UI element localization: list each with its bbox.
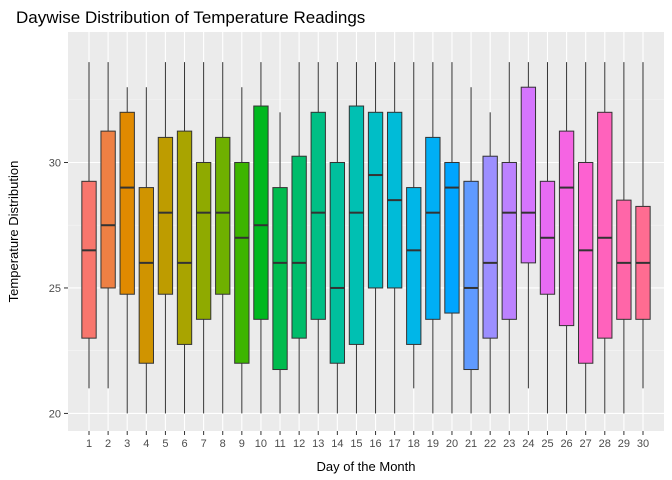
x-tick-label: 19 [427,438,439,450]
box-day-6 [176,62,193,414]
box-day-22 [482,112,498,414]
x-tick-label: 12 [293,438,305,450]
box-day-13 [310,62,326,414]
x-tick-label: 16 [369,438,381,450]
x-tick-label: 11 [274,438,285,450]
box-day-28 [597,62,613,414]
box-day-21 [463,87,479,414]
box-day-3 [119,87,135,414]
y-axis-title: Temperature Distribution [6,161,21,303]
x-axis-ticks: 1 2 3 4 5 6 7 8 9 10 11 12 13 14 15 16 17 18 19 20 21 22 23 24 2… [86,431,649,450]
box-iqr [558,130,575,327]
box-day-17 [386,62,403,414]
x-tick-label: 1 [86,438,92,450]
box-iqr [157,136,174,295]
box-iqr [119,111,135,295]
box-iqr [501,161,517,320]
box-day-15 [348,62,365,414]
box-iqr [81,180,97,339]
box-iqr [272,187,288,371]
box-day-27 [578,62,594,414]
x-tick-label: 26 [560,438,572,450]
box-iqr [138,187,154,364]
box-day-19 [425,62,441,414]
y-tick-label: 30 [49,157,61,169]
x-tick-label: 17 [389,438,401,450]
x-tick-label: 25 [541,438,553,450]
x-tick-label: 21 [465,438,477,450]
box-day-11 [272,112,288,414]
x-tick-label: 29 [618,438,630,450]
box-iqr [425,136,441,320]
box-iqr [329,161,346,364]
x-tick-label: 7 [201,438,207,450]
box-day-14 [329,62,346,414]
plot-panel [68,32,664,431]
box-day-8 [215,62,231,414]
box-day-18 [406,62,422,389]
box-iqr [578,161,594,364]
x-tick-label: 4 [143,438,149,450]
x-tick-label: 8 [220,438,226,450]
box-iqr [482,155,498,339]
box-day-23 [501,62,517,414]
x-tick-label: 2 [105,438,111,450]
x-tick-label: 13 [312,438,324,450]
box-day-30 [635,62,651,389]
box-day-26 [558,62,575,414]
x-tick-label: 28 [599,438,611,450]
box-iqr [406,187,422,345]
box-day-5 [157,62,174,414]
box-day-9 [234,87,250,414]
x-axis-title: Day of the Month [317,459,416,474]
box-iqr [195,161,212,320]
x-tick-label: 15 [350,438,362,450]
boxes-layer [81,62,651,414]
x-tick-label: 20 [446,438,458,450]
box-day-24 [520,62,537,389]
box-iqr [463,180,479,371]
chart-title: Daywise Distribution of Temperature Read… [16,8,365,27]
y-tick-label: 20 [49,408,61,420]
box-day-29 [616,62,632,414]
x-tick-label: 27 [580,438,592,450]
box-iqr [367,111,384,289]
box-day-12 [291,62,307,414]
box-day-7 [195,62,212,414]
box-iqr [597,111,613,339]
y-axis-ticks: 20 25 30 [49,157,68,420]
x-tick-label: 30 [637,438,649,450]
x-tick-label: 24 [522,438,534,450]
box-iqr [616,199,632,320]
x-tick-label: 5 [162,438,168,450]
x-tick-label: 6 [181,438,187,450]
box-iqr [100,130,116,289]
x-tick-label: 10 [255,438,267,450]
box-iqr [310,111,326,320]
x-tick-label: 22 [484,438,496,450]
x-tick-label: 23 [503,438,515,450]
box-iqr [253,105,269,320]
x-tick-label: 18 [408,438,420,450]
box-iqr [234,161,250,364]
box-iqr [176,130,193,345]
box-iqr [444,161,460,314]
y-tick-label: 25 [49,283,61,295]
x-tick-label: 14 [331,438,343,450]
box-day-2 [100,62,116,389]
box-day-10 [253,62,269,414]
box-day-20 [444,62,460,414]
box-day-25 [539,62,556,414]
box-iqr [215,136,231,295]
box-iqr [520,86,537,264]
box-day-16 [367,62,384,414]
x-tick-label: 9 [239,438,245,450]
box-day-1 [81,62,97,389]
box-iqr [291,155,307,339]
box-iqr [348,105,365,345]
x-tick-label: 3 [124,438,130,450]
box-day-4 [138,87,154,414]
